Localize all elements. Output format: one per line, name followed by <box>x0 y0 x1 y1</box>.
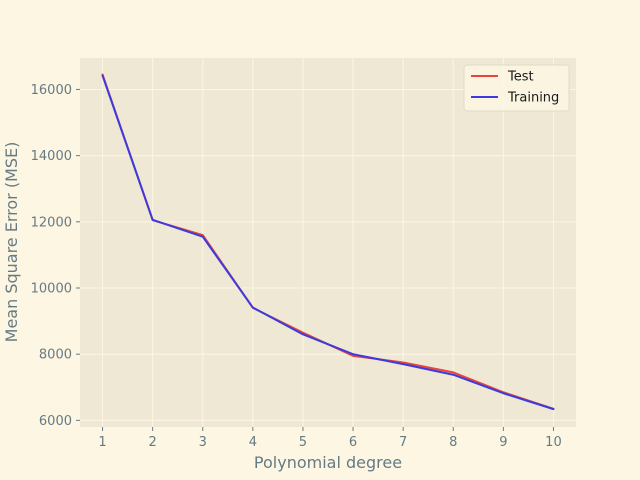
y-axis-ticks: 6000 8000 10000 12000 14000 16000 <box>31 83 80 429</box>
series-lines <box>101 73 555 411</box>
x-tick-label: 9 <box>499 435 507 450</box>
y-tick-label: 6000 <box>39 414 72 429</box>
y-tick-label: 10000 <box>31 282 72 297</box>
x-tick-label: 8 <box>449 435 457 450</box>
x-tick-label: 2 <box>149 435 157 450</box>
grid-lines <box>80 58 576 427</box>
x-axis-label: Polynomial degree <box>254 453 402 472</box>
legend: Test Training <box>463 64 570 112</box>
x-tick-label: 3 <box>199 435 207 450</box>
series-line-training <box>101 74 555 411</box>
legend-label-training: Training <box>507 91 559 106</box>
y-tick-label: 16000 <box>31 83 72 98</box>
x-tick-label: 1 <box>98 435 106 450</box>
x-axis-ticks: 1 2 3 4 5 6 7 8 9 10 <box>98 427 562 450</box>
x-tick-label: 4 <box>249 435 257 450</box>
y-tick-label: 8000 <box>39 348 72 363</box>
y-axis-label: Mean Square Error (MSE) <box>2 142 21 343</box>
plot-area <box>80 58 576 427</box>
y-tick-label: 12000 <box>31 215 72 230</box>
x-tick-label: 7 <box>399 435 407 450</box>
legend-label-test: Test <box>507 70 534 85</box>
x-tick-label: 5 <box>299 435 307 450</box>
x-tick-label: 6 <box>349 435 357 450</box>
y-tick-label: 14000 <box>31 149 72 164</box>
x-tick-label: 10 <box>545 435 562 450</box>
